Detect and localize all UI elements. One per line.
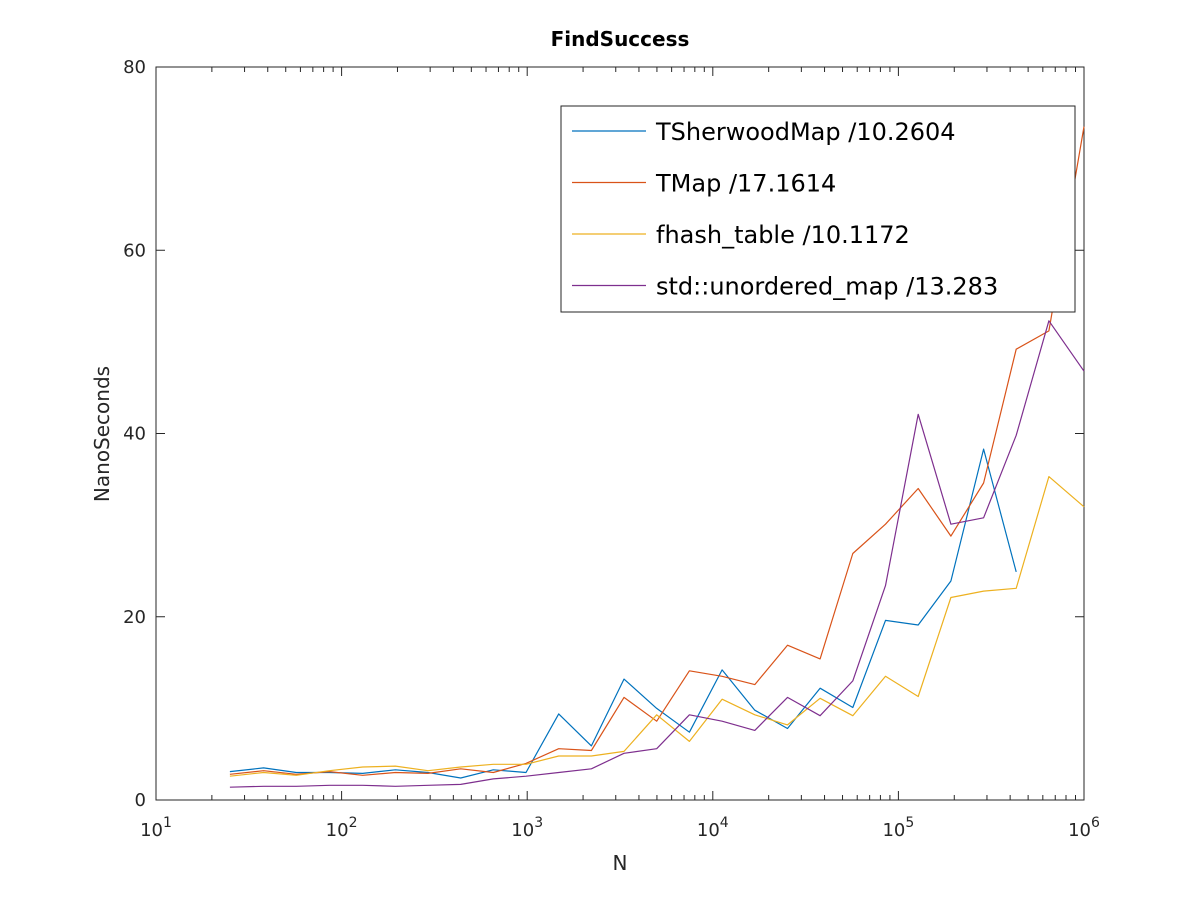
legend-entry-label: fhash_table /10.1172 (656, 221, 910, 249)
y-tick-label: 40 (123, 424, 146, 445)
x-tick-label-exponent: 1 (163, 815, 172, 831)
series-line-2 (229, 476, 1085, 777)
y-tick-label: 0 (135, 790, 146, 811)
series-line-1 (229, 126, 1085, 776)
y-axis-label: NanoSeconds (90, 366, 114, 502)
x-tick-label-exponent: 3 (534, 815, 543, 831)
x-axis-label: N (613, 851, 628, 875)
x-tick-label: 106 (1068, 815, 1100, 841)
x-tick-label: 103 (511, 815, 543, 841)
x-tick-label-exponent: 2 (349, 815, 358, 831)
series-line-3 (229, 320, 1085, 788)
y-tick-label: 80 (123, 57, 146, 78)
legend-box (560, 105, 1076, 313)
legend-entry-label: TSherwoodMap /10.2604 (655, 118, 956, 146)
chart-title: FindSuccess (551, 27, 690, 51)
y-tick-label: 20 (123, 607, 146, 628)
x-tick-label-base: 10 (326, 820, 349, 841)
legend: TSherwoodMap /10.2604 TMap /17.1614 fhash_… (560, 105, 1076, 313)
series-line-0 (229, 448, 1017, 779)
legend-entry-label: std::unordered_map /13.283 (656, 273, 998, 301)
x-tick-label-base: 10 (140, 820, 163, 841)
x-tick-label-base: 10 (511, 820, 534, 841)
y-tick-label: 60 (123, 240, 146, 261)
legend-entry-label: TMap /17.1614 (655, 170, 836, 198)
x-tick-label-exponent: 6 (1091, 815, 1100, 831)
x-tick-label-exponent: 5 (905, 815, 914, 831)
x-tick-label: 101 (140, 815, 172, 841)
x-tick-label-exponent: 4 (720, 815, 729, 831)
x-tick-label-base: 10 (697, 820, 720, 841)
x-tick-label-base: 10 (882, 820, 905, 841)
series-lines (229, 126, 1085, 788)
x-tick-label: 105 (882, 815, 914, 841)
x-tick-label: 102 (326, 815, 358, 841)
x-tick-label: 104 (697, 815, 729, 841)
x-tick-label-base: 10 (1068, 820, 1091, 841)
